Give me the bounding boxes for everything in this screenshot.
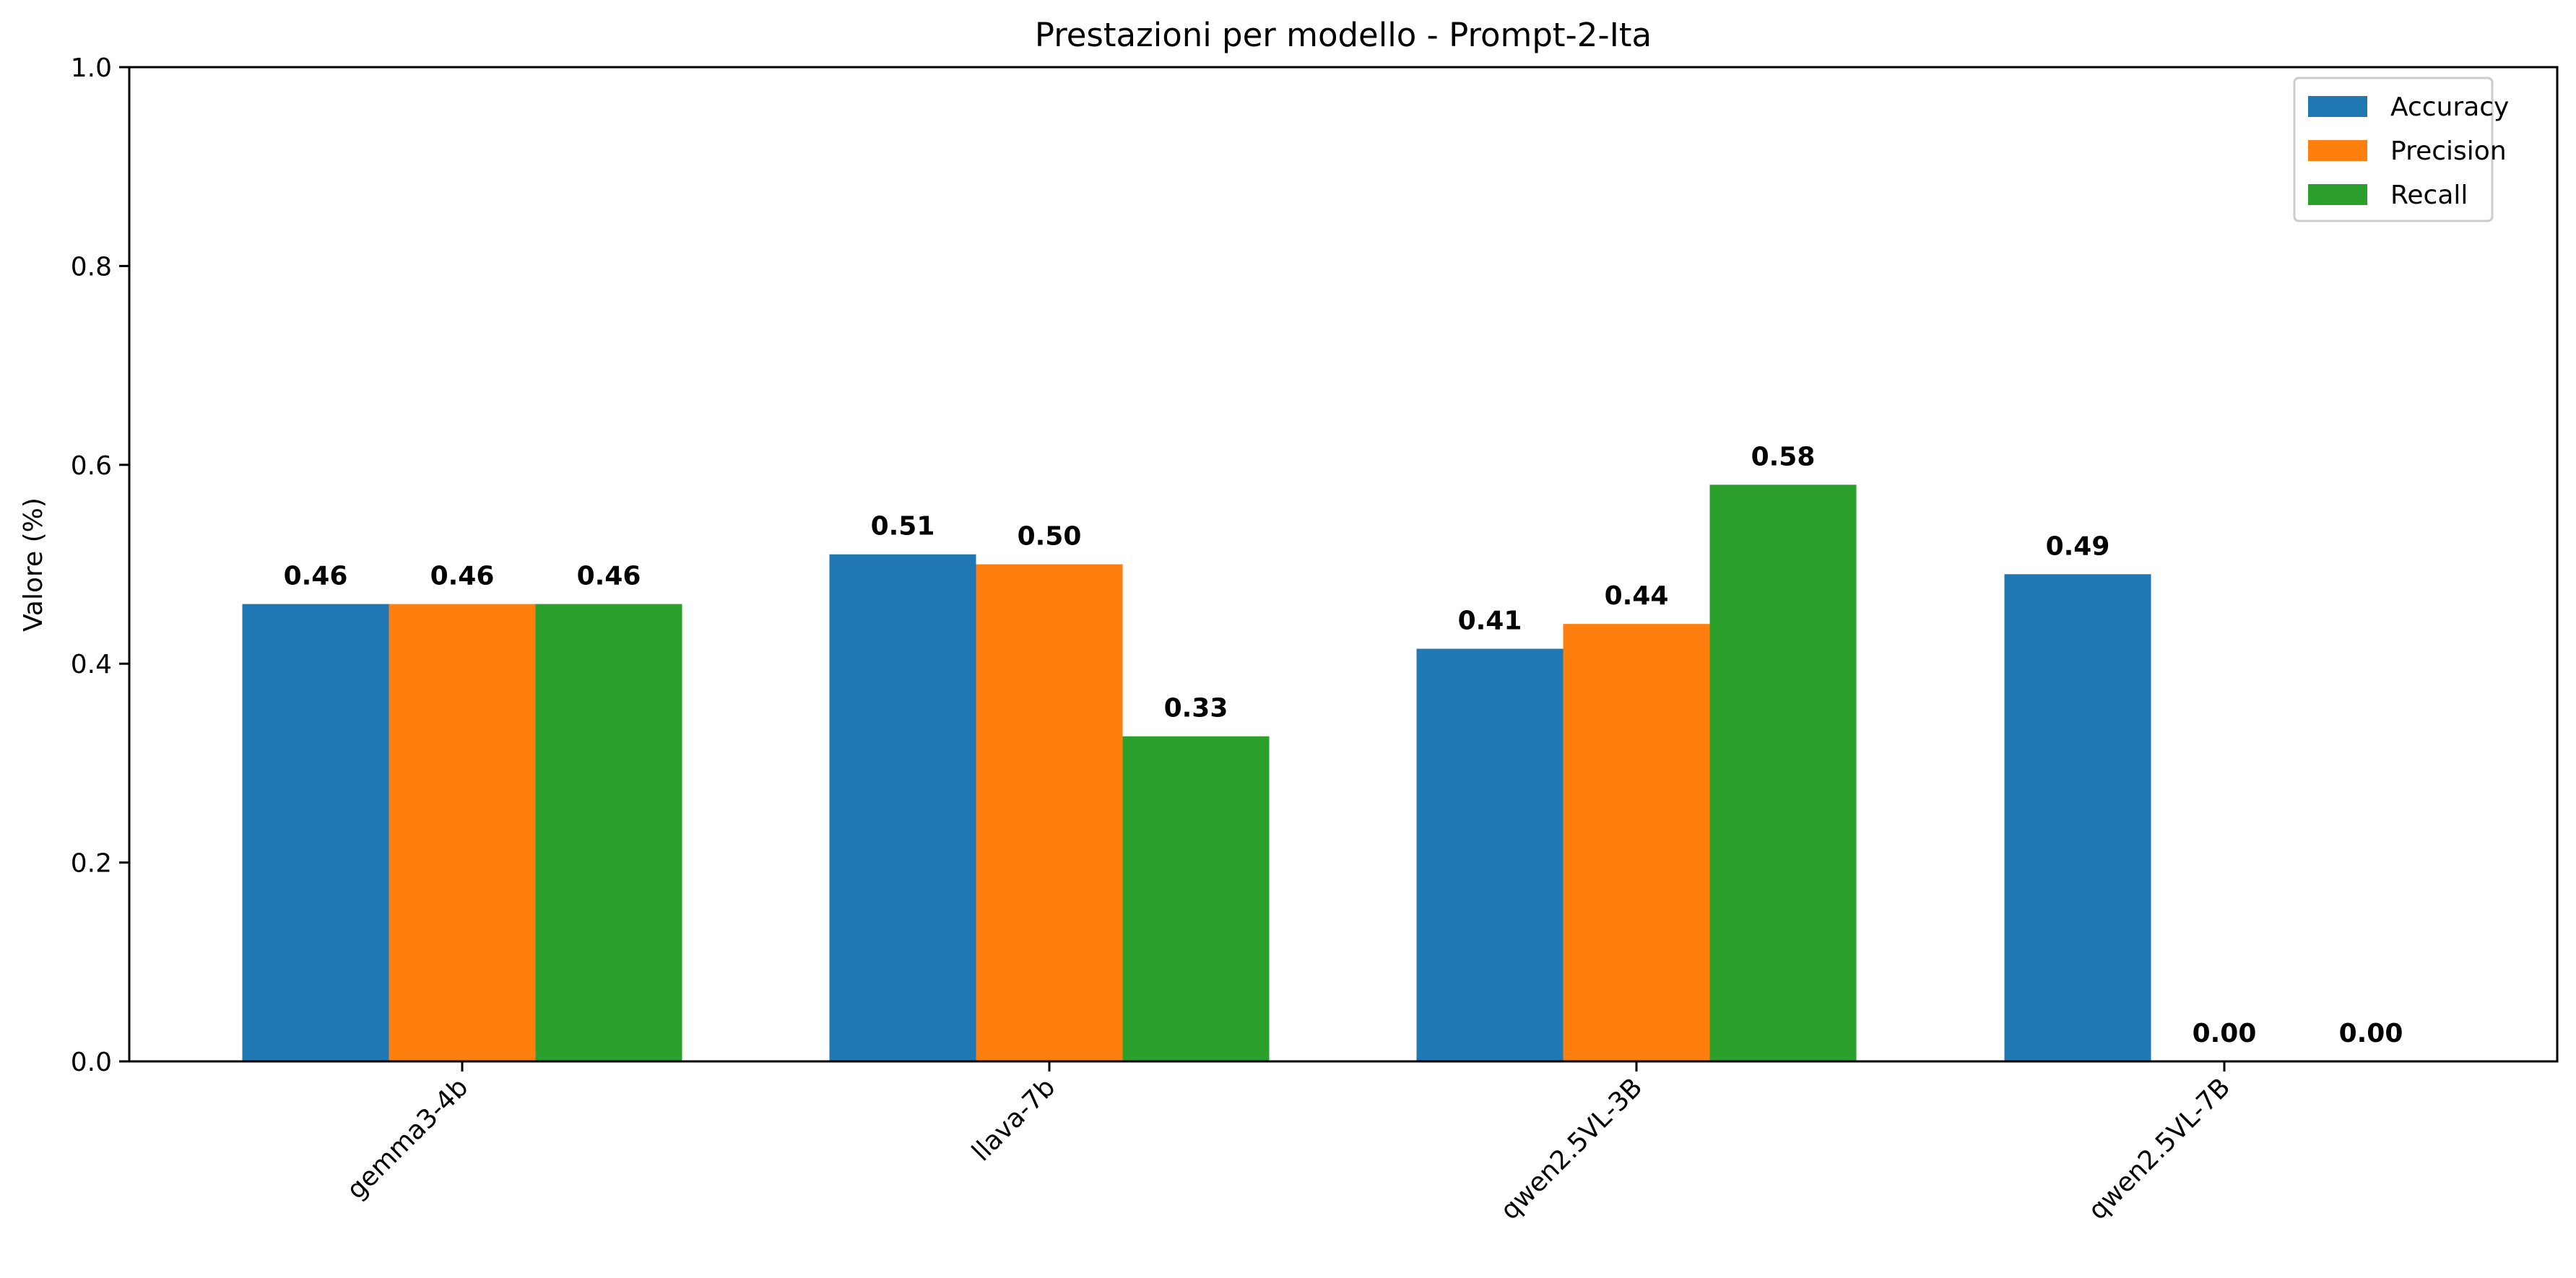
y-tick-label: 0.6 [71, 451, 112, 481]
bar-precision [1563, 624, 1710, 1061]
bar-value-label: 0.44 [1605, 581, 1669, 611]
chart-title: Prestazioni per modello - Prompt-2-Ita [1035, 16, 1652, 54]
legend-swatch-precision [2308, 140, 2367, 161]
bar-value-label: 0.58 [1751, 442, 1816, 471]
bar-accuracy [829, 554, 976, 1061]
legend-swatch-recall [2308, 184, 2367, 205]
bar-value-label: 0.46 [577, 562, 641, 591]
bar-accuracy [242, 604, 389, 1061]
bar-accuracy [2004, 574, 2151, 1061]
y-axis-ticks: 0.0 0.2 0.4 0.6 0.8 1.0 [71, 53, 129, 1077]
plot-frame [128, 66, 2559, 1063]
y-tick-label: 0.2 [71, 849, 112, 879]
legend-label-accuracy: Accuracy [2390, 92, 2509, 122]
bar-value-label: 0.00 [2193, 1019, 2257, 1048]
bar-value-label: 0.00 [2339, 1019, 2403, 1048]
bar-accuracy [1416, 648, 1564, 1061]
bar-precision [976, 564, 1123, 1061]
y-tick-label: 0.0 [71, 1048, 112, 1077]
legend-label-precision: Precision [2390, 136, 2507, 166]
y-axis-label: Valore (%) [19, 497, 48, 632]
bar-value-label: 0.49 [2046, 531, 2110, 561]
bar-value-label: 0.50 [1018, 522, 1082, 552]
bar-value-label: 0.33 [1164, 694, 1228, 723]
bar-value-label: 0.41 [1458, 607, 1522, 636]
value-labels: 0.46 0.51 0.41 0.49 0.46 0.50 0.44 0.00 0.46 0.33… [284, 442, 2403, 1048]
bar-value-label: 0.46 [284, 562, 348, 591]
y-tick-label: 1.0 [71, 53, 112, 83]
bar-value-label: 0.46 [430, 562, 495, 591]
bars [242, 484, 2151, 1061]
legend-swatch-accuracy [2308, 96, 2367, 117]
legend: Accuracy Precision Recall [2293, 77, 2509, 222]
bar-recall [1122, 736, 1270, 1061]
bar-recall [535, 604, 682, 1061]
bar-value-label: 0.51 [871, 512, 935, 542]
y-tick-label: 0.8 [71, 252, 112, 282]
bar-precision [389, 604, 536, 1061]
y-tick-label: 0.4 [71, 650, 112, 679]
bar-recall [1709, 484, 1857, 1061]
legend-label-recall: Recall [2390, 181, 2468, 210]
